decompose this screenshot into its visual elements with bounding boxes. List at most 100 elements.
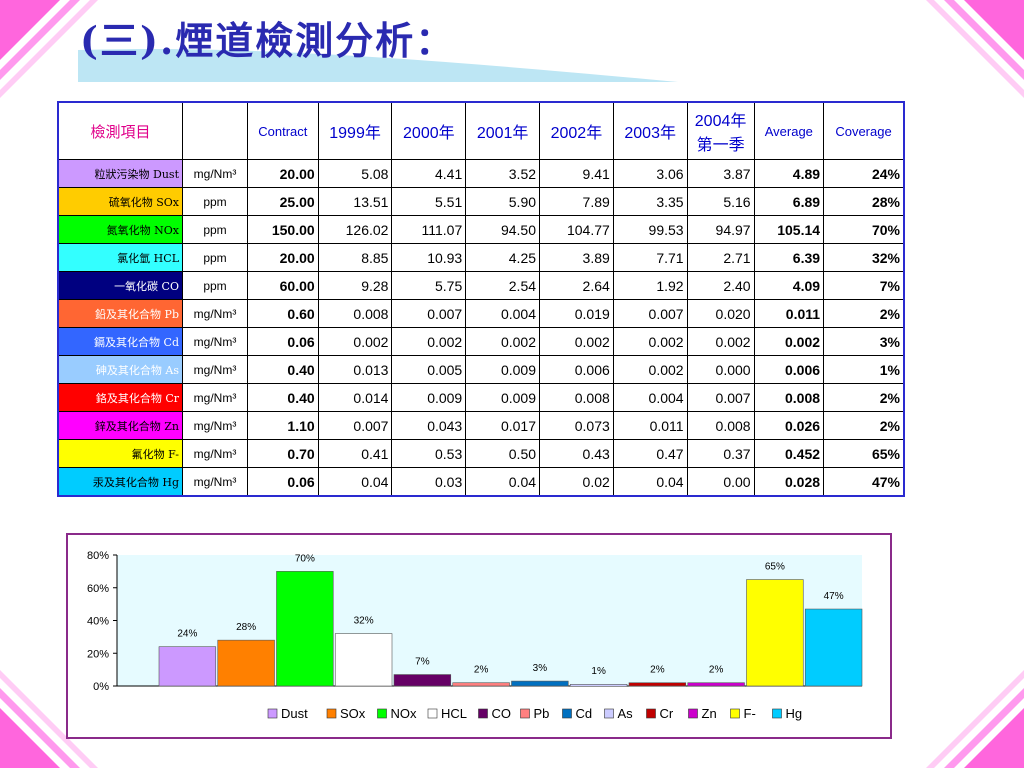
- contract-cell: 0.60: [247, 299, 319, 328]
- legend-swatch: [267, 708, 278, 719]
- data-label: 2%: [474, 665, 489, 676]
- table-row: 氟化物 F-mg/Nm³ 0.70 0.41 0.53 0.50 0.43 0.47 0.37…: [57, 439, 905, 468]
- pollutant-name-cell: 鉛及其化合物 Pb: [57, 299, 183, 328]
- table-row: 鎘及其化合物 Cd mg/Nm³ 0.06 0.002 0.002 0.002 0.002 0…: [57, 327, 905, 356]
- y2004-cell: 0.020: [686, 299, 755, 328]
- table-row: 鉛及其化合物 Pb mg/Nm³ 0.60 0.008 0.007 0.004 0.019 0…: [57, 299, 905, 328]
- legend-swatch: [326, 708, 337, 719]
- data-label: 7%: [415, 657, 430, 668]
- average-cell: 6.89: [753, 187, 825, 216]
- y2003-cell: 3.35: [612, 187, 688, 216]
- header-coverage: Coverage: [823, 101, 905, 160]
- y2003-cell: 0.47: [612, 439, 688, 468]
- average-cell: 4.89: [753, 159, 825, 188]
- y2002-cell: 0.02: [539, 467, 614, 497]
- coverage-cell: 65%: [823, 439, 905, 468]
- y2003-cell: 0.007: [612, 299, 688, 328]
- average-cell: 6.39: [753, 243, 825, 272]
- y2000-cell: 0.005: [391, 355, 467, 384]
- y2003-cell: 0.04: [612, 467, 688, 497]
- y1999-cell: 0.013: [317, 355, 393, 384]
- y2002-cell: 0.073: [539, 411, 614, 440]
- legend-label: Cr: [660, 706, 674, 721]
- table-row: 汞及其化合物 Hg mg/Nm³ 0.06 0.04 0.03 0.04 0.02 0.04 0…: [57, 467, 905, 497]
- y2004-cell: 0.007: [686, 383, 755, 412]
- legend-label: Dust: [281, 706, 308, 721]
- corner-decoration-top-left: [0, 0, 98, 98]
- legend-swatch: [478, 708, 488, 719]
- y2002-cell: 0.43: [539, 439, 614, 468]
- header-2002: 2002年: [539, 101, 614, 160]
- y1999-cell: 0.007: [317, 411, 393, 440]
- y2004-cell: 0.00: [686, 467, 755, 497]
- unit-cell: mg/Nm³: [182, 159, 248, 188]
- y2001-cell: 0.50: [465, 439, 541, 468]
- contract-cell: 25.00: [247, 187, 319, 216]
- legend-label: Zn: [702, 706, 717, 721]
- data-label: 70%: [295, 553, 315, 564]
- y2001-cell: 0.004: [465, 299, 541, 328]
- y2004-cell: 2.71: [686, 243, 755, 272]
- legend-swatch: [427, 708, 438, 719]
- legend-swatch: [520, 708, 530, 719]
- average-cell: 0.028: [753, 467, 825, 497]
- contract-cell: 150.00: [247, 215, 319, 244]
- data-label: 65%: [765, 562, 785, 573]
- y2001-cell: 5.90: [465, 187, 541, 216]
- y2001-cell: 0.017: [465, 411, 541, 440]
- table-header-row: 檢測項目 Contract 1999年 2000年 2001年 2002年 20…: [57, 101, 905, 160]
- legend-swatch: [772, 708, 782, 719]
- y2003-cell: 99.53: [612, 215, 688, 244]
- table-row: 硫氧化物 SOx ppm 25.00 13.51 5.51 5.90 7.89 3.35 5.1…: [57, 187, 905, 216]
- average-cell: 0.006: [753, 355, 825, 384]
- y2002-cell: 0.019: [539, 299, 614, 328]
- data-label: 2%: [709, 665, 724, 676]
- table-row: 氮氧化物 NOx ppm 150.00 126.02 111.07 94.50 104.77…: [57, 215, 905, 244]
- y2000-cell: 0.043: [391, 411, 467, 440]
- corner-decoration-top-right: [926, 0, 1024, 98]
- contract-cell: 60.00: [247, 271, 319, 300]
- y2000-cell: 0.009: [391, 383, 467, 412]
- contract-cell: 0.06: [247, 467, 319, 497]
- y-tick-label: 40%: [87, 616, 109, 628]
- y2000-cell: 0.007: [391, 299, 467, 328]
- y1999-cell: 8.85: [317, 243, 393, 272]
- average-cell: 0.011: [753, 299, 825, 328]
- y2002-cell: 0.008: [539, 383, 614, 412]
- bar-hg: [804, 608, 863, 687]
- legend-label: SOx: [340, 706, 366, 721]
- header-unit: [182, 101, 248, 160]
- table-row: 鋅及其化合物 Zn mg/Nm³ 1.10 0.007 0.043 0.017 0.073 0…: [57, 411, 905, 440]
- y2001-cell: 3.52: [465, 159, 541, 188]
- y2001-cell: 0.002: [465, 327, 541, 356]
- table-row: 鉻及其化合物 Cr mg/Nm³ 0.40 0.014 0.009 0.009 0.008 0…: [57, 383, 905, 412]
- pollutant-name-cell: 鎘及其化合物 Cd: [57, 327, 183, 356]
- bar-cr: [628, 682, 687, 687]
- y2001-cell: 94.50: [465, 215, 541, 244]
- table-row: 一氧化碳 CO ppm 60.00 9.28 5.75 2.54 2.64 1.92 2.40 4…: [57, 271, 905, 300]
- contract-cell: 20.00: [247, 159, 319, 188]
- header-2004-q1: 2004年第一季: [686, 101, 755, 160]
- legend-label: HCL: [441, 706, 467, 721]
- y2001-cell: 0.009: [465, 383, 541, 412]
- bar-cd: [511, 680, 569, 687]
- unit-cell: ppm: [182, 215, 248, 244]
- unit-cell: ppm: [182, 187, 248, 216]
- y2002-cell: 2.64: [539, 271, 614, 300]
- y2000-cell: 5.75: [391, 271, 467, 300]
- y2002-cell: 3.89: [539, 243, 614, 272]
- unit-cell: mg/Nm³: [182, 467, 248, 497]
- header-average: Average: [753, 101, 825, 160]
- y2001-cell: 0.04: [465, 467, 541, 497]
- legend-label: Hg: [786, 706, 803, 721]
- legend-swatch: [377, 708, 387, 719]
- y1999-cell: 126.02: [317, 215, 393, 244]
- legend-label: NOx: [391, 706, 418, 721]
- coverage-cell: 47%: [823, 467, 905, 497]
- legend-swatch: [604, 708, 614, 719]
- coverage-cell: 2%: [823, 411, 905, 440]
- pollutant-name-cell: 汞及其化合物 Hg: [57, 467, 183, 497]
- y1999-cell: 0.41: [317, 439, 393, 468]
- corner-decoration-bottom-left: [0, 670, 98, 768]
- data-label: 3%: [533, 663, 548, 674]
